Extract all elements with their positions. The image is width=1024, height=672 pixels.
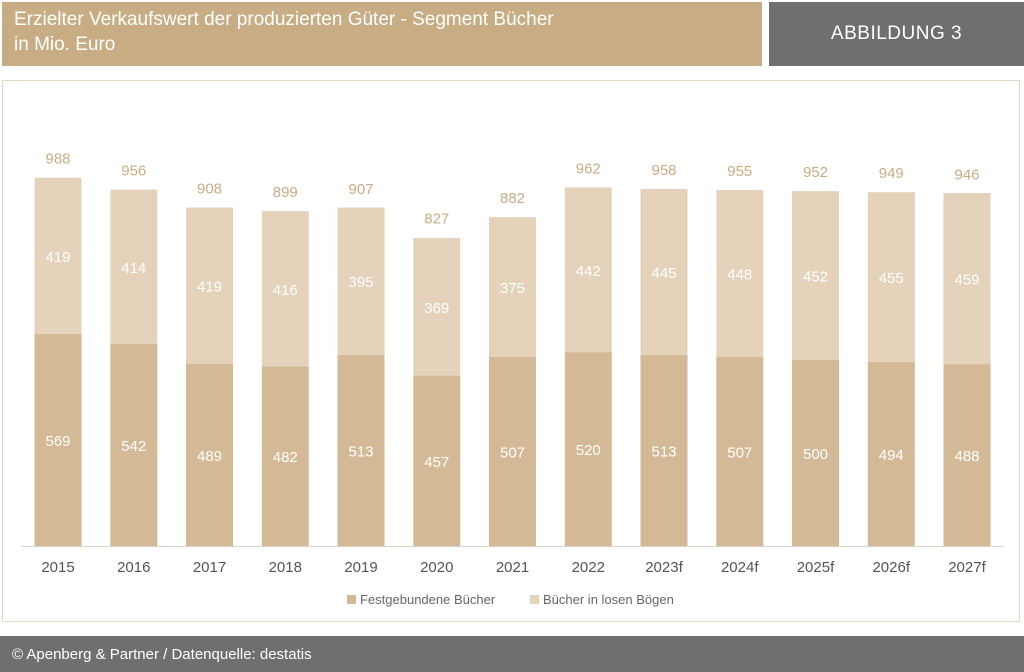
total-label-2018: 899 (273, 184, 298, 201)
bar-segment-festgebunden-2026f (867, 361, 915, 546)
chart-title: Erzielter Verkaufswert der produzierten … (14, 9, 554, 30)
data-label-festgebunden-2027f: 488 (954, 448, 979, 465)
x-tick-label-2020: 2020 (420, 559, 453, 576)
total-label-2019: 907 (348, 181, 373, 198)
legend-swatch-lose-boegen (530, 595, 539, 604)
bar-segment-festgebunden-2017 (186, 363, 233, 546)
bar-segment-festgebunden-2025f (792, 359, 839, 546)
bar-segment-festgebunden-2022 (564, 352, 612, 546)
total-label-2022: 962 (576, 160, 601, 177)
data-label-lose-boegen-2020: 369 (424, 300, 449, 317)
data-label-lose-boegen-2022: 442 (576, 263, 601, 280)
bar-segment-lose-boegen-2017 (186, 207, 233, 364)
legend-swatch-festgebunden (347, 595, 356, 604)
bar-segment-lose-boegen-2026f (867, 192, 915, 362)
bar-segment-festgebunden-2021 (489, 357, 536, 546)
data-label-lose-boegen-2021: 375 (500, 280, 525, 297)
x-tick-label-2023f: 2023f (645, 559, 683, 576)
total-label-2016: 956 (121, 163, 146, 180)
x-tick-label-2022: 2022 (572, 559, 605, 576)
x-tick-label-2026f: 2026f (872, 559, 910, 576)
bar-segment-lose-boegen-2023f (640, 188, 688, 355)
x-tick-label-2016: 2016 (117, 559, 150, 576)
bar-segment-lose-boegen-2027f (943, 193, 991, 365)
data-label-festgebunden-2017: 489 (197, 448, 222, 465)
x-tick-label-2021: 2021 (496, 559, 529, 576)
data-label-lose-boegen-2024f: 448 (727, 267, 752, 284)
bar-segment-festgebunden-2019 (337, 354, 385, 546)
data-label-festgebunden-2024f: 507 (727, 445, 752, 462)
data-label-lose-boegen-2015: 419 (45, 249, 70, 266)
total-label-2027f: 946 (954, 166, 979, 183)
bar-segment-festgebunden-2024f (716, 357, 764, 546)
bar-segment-lose-boegen-2015 (34, 177, 82, 334)
total-label-2026f: 949 (879, 165, 904, 182)
chart-subtitle: in Mio. Euro (14, 34, 116, 55)
bar-segment-lose-boegen-2021 (489, 217, 536, 357)
legend-label-festgebunden: Festgebundene Bücher (360, 592, 496, 607)
data-label-lose-boegen-2027f: 459 (954, 272, 979, 289)
legend-label-lose-boegen: Bücher in losen Bögen (543, 592, 674, 607)
x-tick-label-2025f: 2025f (797, 559, 835, 576)
data-label-festgebunden-2021: 507 (500, 445, 525, 462)
bar-segment-lose-boegen-2018 (261, 211, 309, 367)
data-label-festgebunden-2023f: 513 (651, 443, 676, 460)
x-tick-label-2015: 2015 (41, 559, 74, 576)
data-label-lose-boegen-2018: 416 (273, 282, 298, 299)
bar-segment-festgebunden-2015 (34, 333, 82, 546)
bar-segment-lose-boegen-2020 (413, 238, 461, 376)
bar-segment-lose-boegen-2024f (716, 190, 764, 357)
x-tick-label-2024f: 2024f (721, 559, 759, 576)
data-label-festgebunden-2016: 542 (121, 438, 146, 455)
x-tick-label-2027f: 2027f (948, 559, 986, 576)
data-label-festgebunden-2025f: 500 (803, 446, 828, 463)
total-label-2023f: 958 (651, 162, 676, 179)
bar-segment-lose-boegen-2016 (110, 189, 158, 344)
figure-label: ABBILDUNG 3 (769, 2, 1024, 66)
bar-segment-festgebunden-2027f (943, 364, 991, 546)
bar-segment-festgebunden-2020 (413, 375, 461, 546)
data-label-lose-boegen-2019: 395 (348, 274, 373, 291)
total-label-2020: 827 (424, 211, 449, 228)
bar-segment-lose-boegen-2019 (337, 207, 385, 355)
stacked-bar-chart: 569 419 988 2015 542 414 956 2016 489 419 908 2017 4… (22, 151, 1004, 607)
footer-source: © Apenberg & Partner / Datenquelle: dest… (0, 636, 1024, 672)
x-tick-label-2019: 2019 (344, 559, 377, 576)
bar-segment-festgebunden-2023f (640, 354, 688, 546)
data-label-festgebunden-2026f: 494 (879, 447, 904, 464)
data-label-festgebunden-2015: 569 (45, 433, 70, 450)
bar-segment-festgebunden-2016 (110, 343, 158, 546)
chart-header: Erzielter Verkaufswert der produzierten … (2, 2, 762, 66)
total-label-2025f: 952 (803, 164, 828, 181)
bar-segment-lose-boegen-2022 (564, 187, 612, 353)
data-label-festgebunden-2022: 520 (576, 442, 601, 459)
data-label-festgebunden-2019: 513 (348, 443, 373, 460)
data-label-festgebunden-2020: 457 (424, 454, 449, 471)
chart-frame (2, 80, 1020, 622)
bar-segment-lose-boegen-2025f (792, 191, 839, 360)
data-label-lose-boegen-2025f: 452 (803, 268, 828, 285)
total-label-2021: 882 (500, 190, 525, 207)
bar-segment-festgebunden-2018 (261, 366, 309, 546)
data-label-lose-boegen-2016: 414 (121, 260, 146, 277)
x-tick-label-2018: 2018 (269, 559, 302, 576)
x-tick-label-2017: 2017 (193, 559, 226, 576)
total-label-2024f: 955 (727, 163, 752, 180)
total-label-2017: 908 (197, 181, 222, 198)
data-label-lose-boegen-2017: 419 (197, 279, 222, 296)
total-label-2015: 988 (45, 151, 70, 168)
data-label-festgebunden-2018: 482 (273, 449, 298, 466)
data-label-lose-boegen-2023f: 445 (651, 265, 676, 282)
data-label-lose-boegen-2026f: 455 (879, 270, 904, 287)
